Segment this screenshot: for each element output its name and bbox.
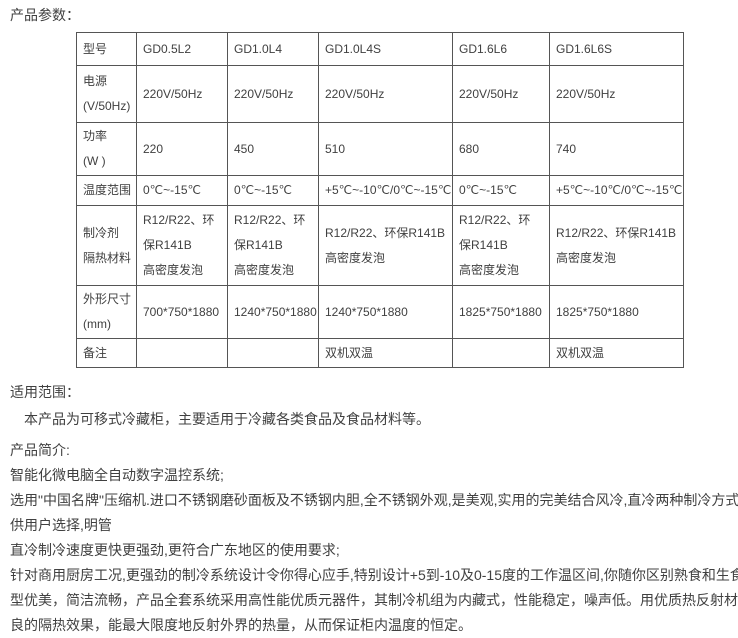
spec-table: 型号 GD0.5L2 GD1.0L4 GD1.0L4S GD1.6L6 GD1.… [76, 32, 684, 368]
intro-line: 选用"中国名牌"压缩机.进口不锈钢磨砂面板及不锈钢内胆,全不锈钢外观,是美观,实… [10, 492, 738, 508]
spec-cell: 0℃~-15℃ [136, 175, 228, 206]
intro-line: 直冷制冷速度更快更强劲,更符合广东地区的使用要求; [10, 542, 340, 558]
intro-line: 良的隔热效果，能最大限度地反射外界的热量，从而保证柜内温度的恒定。 [10, 617, 472, 633]
spec-cell: 220V/50Hz [227, 65, 319, 123]
spec-cell: 0℃~-15℃ [452, 175, 550, 206]
intro-line: 型优美，简洁流畅，产品全套系统采用高性能优质元器件，其制冷机组为内藏式，性能稳定… [10, 592, 738, 608]
spec-cell: 0℃~-15℃ [227, 175, 319, 206]
table-row: 温度范围 0℃~-15℃ 0℃~-15℃ +5℃~-10℃/0℃~-15℃ 0℃… [76, 175, 684, 206]
description-section: 适用范围： 本产品为可移式冷藏柜，主要适用于冷藏各类食品及食品材料等。 产品简介… [10, 380, 738, 638]
spec-cell: 220V/50Hz [136, 65, 228, 123]
spec-cell: 双机双温 [549, 338, 684, 368]
scope-body: 本产品为可移式冷藏柜，主要适用于冷藏各类食品及食品材料等。 [24, 411, 430, 427]
spec-cell: 220V/50Hz [318, 65, 453, 123]
spec-cell [452, 338, 550, 368]
scope-heading: 适用范围： [10, 384, 80, 400]
model-header-cell: GD1.0L4S [318, 32, 453, 66]
intro-line: 供用户选择,明管 [10, 517, 112, 533]
spec-cell: R12/R22、环 保R141B 高密度发泡 [136, 205, 228, 286]
row-label-dimensions: 外形尺寸 (mm) [76, 285, 137, 339]
page-title: 产品参数： [10, 7, 80, 23]
spec-cell: 700*750*1880 [136, 285, 228, 339]
table-row: 制冷剂 隔热材料 R12/R22、环 保R141B 高密度发泡 R12/R22、… [76, 205, 684, 286]
intro-line: 针对商用厨房工况,更强劲的制冷系统设计令你得心应手,特别设计+5到-10及0-1… [10, 567, 738, 583]
intro-line: 智能化微电脑全自动数字温控系统; [10, 467, 224, 483]
table-row: 备注 双机双温 双机双温 [76, 338, 684, 368]
row-label-model: 型号 [76, 32, 137, 66]
row-label-refrigerant: 制冷剂 隔热材料 [76, 205, 137, 286]
spec-cell: 740 [549, 122, 684, 176]
table-row: 电源 (V/50Hz) 220V/50Hz 220V/50Hz 220V/50H… [76, 65, 684, 123]
spec-cell: R12/R22、环保R141B 高密度发泡 [549, 205, 684, 286]
spec-cell: 1240*750*1880 [318, 285, 453, 339]
row-label-power-supply: 电源 (V/50Hz) [76, 65, 137, 123]
model-header-cell: GD1.6L6 [452, 32, 550, 66]
spec-cell: 220V/50Hz [452, 65, 550, 123]
spec-cell: 1825*750*1880 [549, 285, 684, 339]
spec-cell: 680 [452, 122, 550, 176]
table-row: 外形尺寸 (mm) 700*750*1880 1240*750*1880 124… [76, 285, 684, 339]
spec-cell: 双机双温 [318, 338, 453, 368]
row-label-wattage: 功率 (W ) [76, 122, 137, 176]
spec-cell: R12/R22、环 保R141B 高密度发泡 [452, 205, 550, 286]
model-header-cell: GD1.0L4 [227, 32, 319, 66]
spec-cell: +5℃~-10℃/0℃~-15℃ [318, 175, 453, 206]
spec-cell: R12/R22、环保R141B 高密度发泡 [318, 205, 453, 286]
spec-cell: 220 [136, 122, 228, 176]
spec-cell [136, 338, 228, 368]
spec-cell: 450 [227, 122, 319, 176]
table-row: 功率 (W ) 220 450 510 680 740 [76, 122, 684, 176]
spec-cell: R12/R22、环 保R141B 高密度发泡 [227, 205, 319, 286]
row-label-temp-range: 温度范围 [76, 175, 137, 206]
spec-cell: 1240*750*1880 [227, 285, 319, 339]
spec-cell: 510 [318, 122, 453, 176]
model-header-cell: GD0.5L2 [136, 32, 228, 66]
spec-cell [227, 338, 319, 368]
spec-cell: +5℃~-10℃/0℃~-15℃ [549, 175, 684, 206]
spec-cell: 1825*750*1880 [452, 285, 550, 339]
intro-heading: 产品简介: [10, 442, 70, 458]
table-row: 型号 GD0.5L2 GD1.0L4 GD1.0L4S GD1.6L6 GD1.… [76, 32, 684, 66]
spec-cell: 220V/50Hz [549, 65, 684, 123]
model-header-cell: GD1.6L6S [549, 32, 684, 66]
row-label-remarks: 备注 [76, 338, 137, 368]
